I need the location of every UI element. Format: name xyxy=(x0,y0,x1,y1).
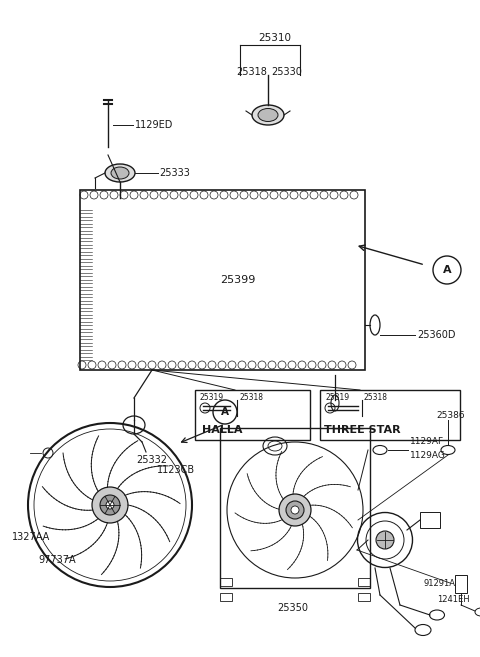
Ellipse shape xyxy=(376,531,394,549)
Bar xyxy=(358,578,370,586)
Text: THREE STAR: THREE STAR xyxy=(324,425,400,435)
Text: 1129ED: 1129ED xyxy=(135,120,173,130)
Ellipse shape xyxy=(252,105,284,125)
Text: 25360D: 25360D xyxy=(417,330,456,340)
Text: 97737A: 97737A xyxy=(38,555,76,565)
Text: 25319: 25319 xyxy=(200,394,224,403)
Text: 25318: 25318 xyxy=(239,394,263,403)
Bar xyxy=(220,593,232,601)
Text: A: A xyxy=(221,407,229,417)
Bar xyxy=(320,390,460,440)
Circle shape xyxy=(100,495,120,515)
Text: HALLA: HALLA xyxy=(202,425,242,435)
Ellipse shape xyxy=(111,167,129,179)
Text: 1327AA: 1327AA xyxy=(12,532,50,542)
Text: 25318: 25318 xyxy=(364,394,388,403)
Text: 25310: 25310 xyxy=(258,33,291,43)
Text: 25318: 25318 xyxy=(236,67,267,77)
Text: 25350: 25350 xyxy=(277,603,308,613)
Circle shape xyxy=(286,501,304,519)
Text: 1129AG: 1129AG xyxy=(410,451,446,461)
Bar xyxy=(80,190,365,370)
Bar xyxy=(420,512,440,528)
Ellipse shape xyxy=(258,108,278,122)
Circle shape xyxy=(106,501,114,509)
Text: 25333: 25333 xyxy=(159,168,190,178)
Text: 91291A: 91291A xyxy=(423,579,455,587)
Circle shape xyxy=(279,494,311,526)
Text: 25319: 25319 xyxy=(325,394,349,403)
Text: 25399: 25399 xyxy=(220,275,255,285)
Text: 25386: 25386 xyxy=(436,411,465,420)
Text: A: A xyxy=(443,265,451,275)
Text: 25332: 25332 xyxy=(136,455,167,465)
Bar xyxy=(455,575,467,593)
Bar xyxy=(358,593,370,601)
Bar xyxy=(220,428,370,588)
Circle shape xyxy=(291,506,299,514)
Text: 25330: 25330 xyxy=(271,67,302,77)
Ellipse shape xyxy=(105,164,135,182)
Bar xyxy=(220,578,232,586)
Text: 1241EH: 1241EH xyxy=(437,595,469,604)
Text: 1129AF: 1129AF xyxy=(410,438,444,447)
Bar xyxy=(195,390,310,440)
Circle shape xyxy=(92,487,128,523)
Text: 1123CB: 1123CB xyxy=(157,465,195,475)
